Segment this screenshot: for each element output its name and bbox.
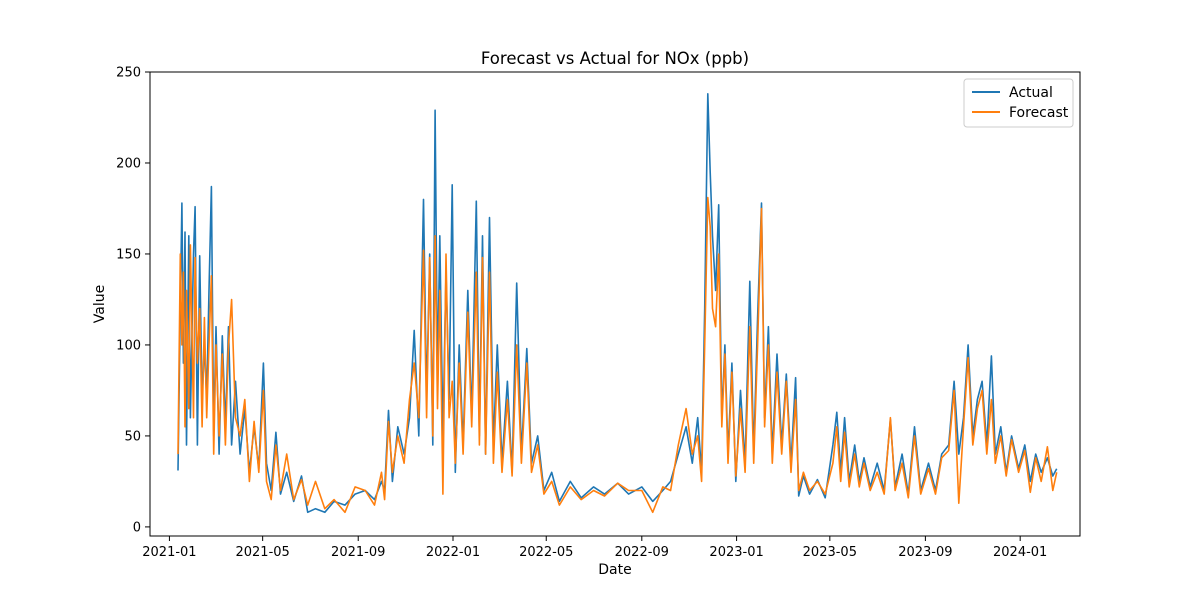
y-tick-label: 0 [133, 520, 141, 535]
legend-label-forecast: Forecast [1009, 105, 1069, 121]
y-axis: 0 50 100 150 200 250 [116, 66, 150, 535]
x-tick-label: 2024-01 [993, 545, 1047, 560]
x-tick-label: 2023-05 [803, 545, 857, 560]
x-tick-label: 2021-01 [142, 545, 196, 560]
y-tick-label: 50 [124, 429, 141, 444]
x-tick-label: 2022-05 [519, 545, 573, 560]
plot-area [149, 71, 1081, 537]
legend: Actual Forecast [963, 78, 1074, 128]
y-tick-label: 100 [116, 338, 141, 353]
y-tick-label: 200 [116, 156, 141, 171]
chart-title: Forecast vs Actual for NOx (ppb) [481, 49, 749, 68]
x-tick-label: 2021-05 [235, 545, 289, 560]
series-layer [177, 93, 1058, 514]
y-tick-label: 150 [116, 247, 141, 262]
series-line-forecast [177, 196, 1058, 514]
y-tick-label: 250 [116, 66, 141, 81]
legend-label-actual: Actual [1009, 85, 1053, 101]
plot-frame [149, 71, 1081, 537]
x-axis-label: Date [598, 562, 631, 578]
y-axis-label: Value [92, 285, 108, 323]
x-tick-label: 2021-09 [331, 545, 385, 560]
x-tick-label: 2023-01 [709, 545, 763, 560]
x-axis: 2021-01 2021-05 2021-09 2022-01 2022-05 2022-… [142, 536, 1047, 560]
x-tick-label: 2022-09 [615, 545, 669, 560]
x-tick-label: 2022-01 [426, 545, 480, 560]
x-tick-label: 2023-09 [898, 545, 952, 560]
